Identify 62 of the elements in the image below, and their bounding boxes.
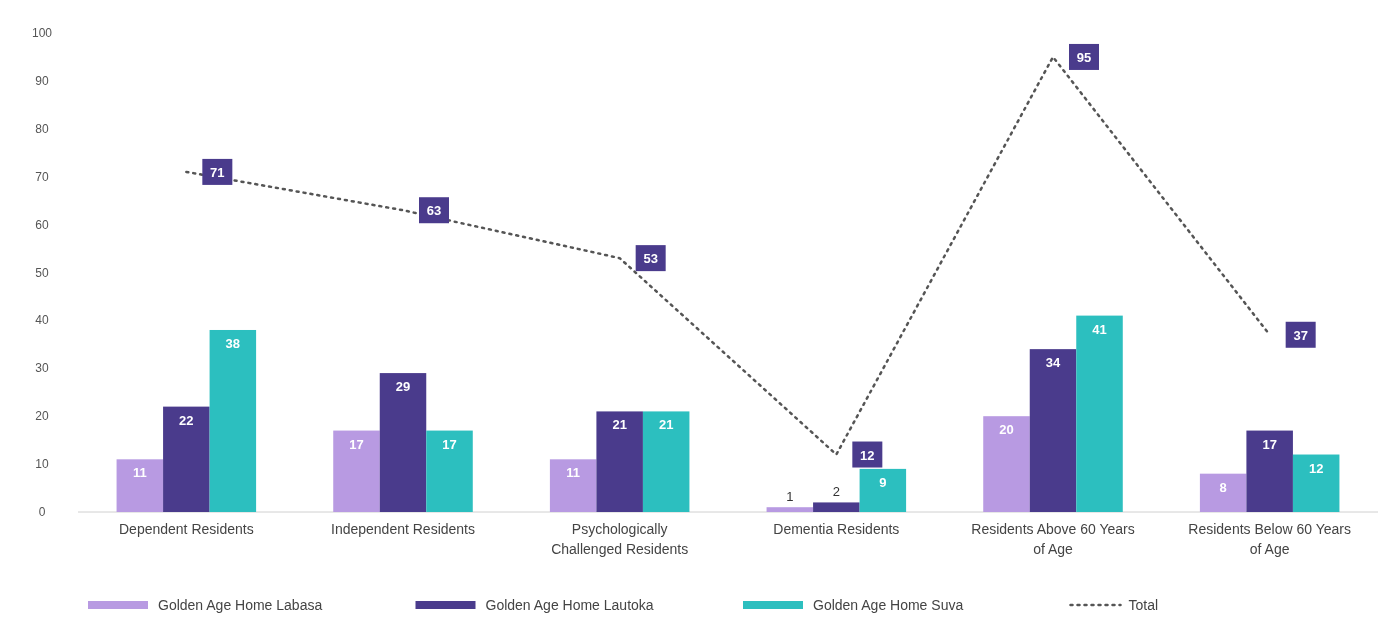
data-label: 71	[210, 164, 225, 180]
data-label: 21	[658, 417, 674, 433]
bar	[766, 507, 814, 512]
y-tick-label: 30	[35, 361, 49, 376]
x-tick-label: Dependent Residents	[119, 521, 254, 537]
data-label: 37	[1293, 327, 1308, 343]
y-tick-label: 100	[31, 26, 53, 40]
data-label: 11	[566, 465, 581, 481]
bar	[1076, 315, 1123, 512]
y-tick-label: 70	[35, 169, 49, 184]
bar	[163, 406, 210, 512]
data-label: 12	[1308, 460, 1324, 476]
y-tick-label: 10	[35, 457, 49, 472]
x-tick-label: Dementia Residents	[773, 521, 900, 537]
legend-label: Total	[1128, 597, 1159, 613]
y-tick-label: 20	[35, 409, 49, 424]
bar	[1199, 473, 1247, 512]
y-tick-label: 40	[35, 313, 49, 328]
data-label: 95	[1076, 49, 1092, 65]
data-label: 41	[1092, 321, 1107, 337]
data-label: 34	[1045, 355, 1061, 371]
data-label: 17	[442, 436, 457, 452]
x-tick-label: Independent Residents	[331, 521, 475, 537]
bar	[813, 502, 860, 512]
bar	[1029, 349, 1077, 512]
x-tick-label: Residents Below 60 Years of Age	[1188, 521, 1351, 557]
data-label: 1	[786, 489, 794, 505]
bar	[333, 430, 380, 512]
bar	[116, 459, 164, 512]
data-label: 20	[999, 422, 1014, 438]
bar	[983, 416, 1030, 512]
data-label: 21	[612, 417, 627, 433]
bar	[209, 329, 257, 512]
data-label: 22	[179, 412, 194, 428]
data-label: 8	[1219, 479, 1227, 495]
bar	[1292, 454, 1340, 512]
data-label: 53	[643, 251, 658, 267]
y-tick-label: 0	[38, 505, 46, 519]
y-tick-label: 60	[35, 217, 49, 232]
data-label: 29	[395, 379, 411, 395]
x-tick-label: Residents Above 60 Years of Age	[971, 521, 1135, 557]
data-label: 17	[1262, 436, 1277, 452]
bar	[426, 430, 473, 512]
data-label: 38	[225, 335, 241, 351]
bar	[642, 411, 690, 512]
legend-label: Golden Age Home Labasa	[158, 597, 323, 613]
bar	[1246, 430, 1293, 512]
y-tick-label: 80	[35, 121, 49, 136]
data-label: 2	[832, 484, 840, 500]
y-tick-label: 50	[35, 265, 49, 280]
data-label: 17	[349, 436, 364, 452]
x-tick-label: Psychologically Challenged Residents	[551, 521, 689, 557]
legend-label: Golden Age Home Suva	[813, 597, 964, 613]
y-tick-label: 90	[35, 73, 49, 88]
data-label: 9	[879, 474, 887, 490]
data-label: 11	[132, 465, 147, 481]
data-label: 12	[860, 447, 875, 463]
bar	[549, 459, 597, 512]
bar	[596, 411, 643, 512]
legend-label: Golden Age Home Lautoka	[485, 597, 654, 613]
data-label: 63	[426, 203, 442, 219]
bar	[379, 373, 427, 512]
